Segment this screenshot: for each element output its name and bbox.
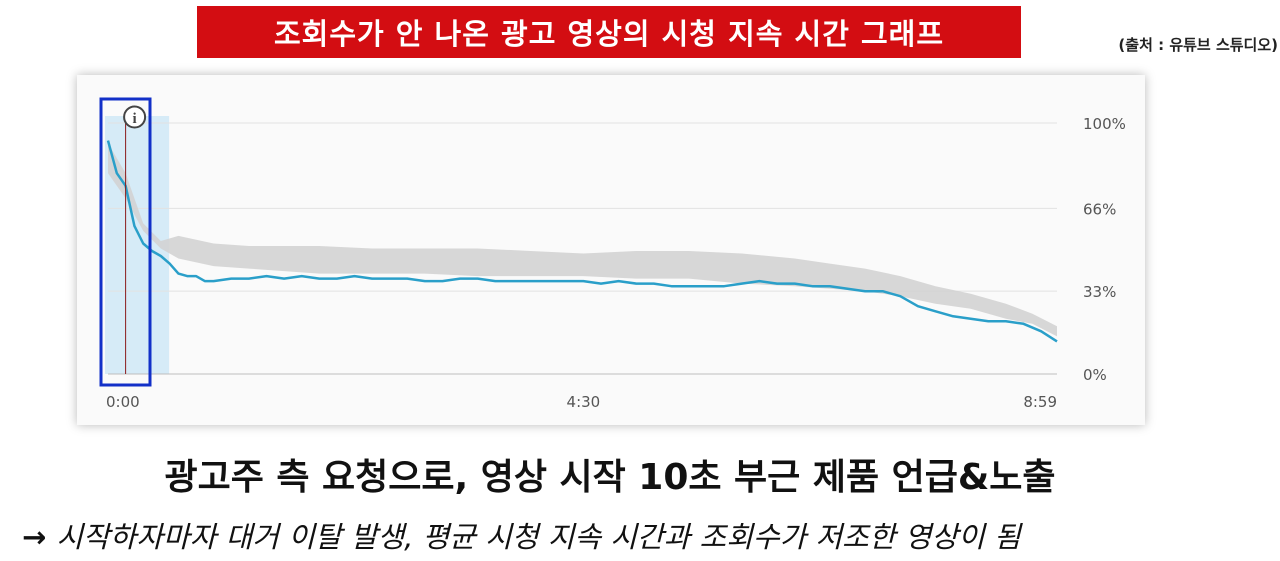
subline-row: → 시작하자마자 대거 이탈 발생, 평균 시청 지속 시간과 조회수가 저조한 … xyxy=(22,514,1262,556)
x-tick-label: 4:30 xyxy=(567,393,601,411)
y-tick-label: 33% xyxy=(1083,283,1116,301)
info-icon-glyph: i xyxy=(133,111,137,127)
y-tick-label: 66% xyxy=(1083,200,1116,218)
x-tick-label: 0:00 xyxy=(106,393,140,411)
x-tick-label: 8:59 xyxy=(1023,393,1057,411)
highlight-box xyxy=(99,97,152,387)
headline: 광고주 측 요청으로, 영상 시작 10초 부근 제품 언급&노출 xyxy=(164,457,1056,498)
source-caption: (출처 : 유튜브 스튜디오) xyxy=(1118,36,1278,54)
y-tick-label: 0% xyxy=(1083,366,1107,384)
typical-retention-band xyxy=(108,143,1057,337)
arrow-icon: → xyxy=(22,520,47,554)
retention-line xyxy=(106,140,1058,343)
info-icon xyxy=(123,105,147,129)
retention-chart-card: i 0% 33% 66% 100% 0:00 4:30 8:59 xyxy=(77,75,1145,425)
y-tick-label: 100% xyxy=(1083,115,1126,133)
retention-chart: i 0% 33% 66% 100% 0:00 4:30 8:59 xyxy=(99,97,1126,411)
subline-text: 시작하자마자 대거 이탈 발생, 평균 시청 지속 시간과 조회수가 저조한 영… xyxy=(56,520,1021,554)
chart-title-banner: 조회수가 안 나온 광고 영상의 시청 지속 시간 그래프 xyxy=(197,6,1021,58)
